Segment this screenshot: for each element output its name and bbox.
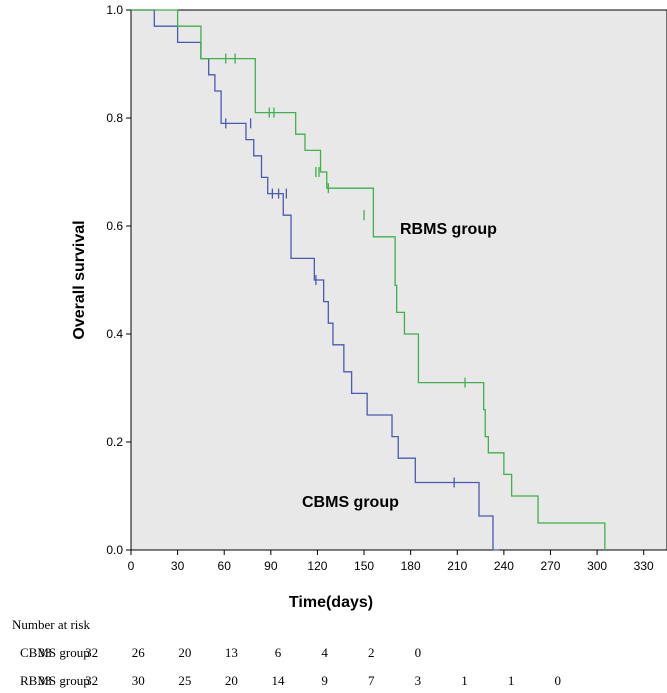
x-tick-label: 90	[264, 559, 278, 573]
y-tick-label: 0.0	[106, 543, 123, 557]
risk-count: 20	[225, 673, 238, 689]
risk-count: 33	[39, 673, 52, 689]
risk-count: 13	[225, 645, 238, 661]
risk-count: 0	[554, 673, 561, 689]
risk-count: 4	[321, 645, 328, 661]
x-tick-label: 30	[171, 559, 185, 573]
risk-count: 7	[368, 673, 375, 689]
y-axis-label: Overall survival	[71, 220, 88, 339]
risk-count: 9	[321, 673, 328, 689]
x-tick-label: 60	[218, 559, 232, 573]
x-tick-label: 330	[634, 559, 654, 573]
risk-row-label: CBMS group	[20, 645, 90, 661]
rbms-group-label: RBMS group	[400, 221, 497, 238]
x-tick-label: 240	[494, 559, 514, 573]
risk-count: 1	[508, 673, 515, 689]
risk-count: 33	[39, 645, 52, 661]
risk-count: 6	[275, 645, 282, 661]
x-tick-label: 300	[587, 559, 607, 573]
y-tick-label: 0.2	[106, 435, 123, 449]
x-tick-label: 0	[128, 559, 135, 573]
risk-count: 32	[85, 645, 98, 661]
y-tick-label: 0.4	[106, 327, 123, 341]
x-tick-label: 150	[354, 559, 374, 573]
risk-row-label: RBMS group	[20, 673, 90, 689]
x-tick-label: 270	[540, 559, 560, 573]
risk-count: 3	[415, 673, 422, 689]
risk-count: 26	[132, 645, 145, 661]
risk-count: 25	[178, 673, 191, 689]
y-tick-label: 0.8	[106, 111, 123, 125]
x-tick-label: 180	[401, 559, 421, 573]
risk-count: 30	[132, 673, 145, 689]
risk-count: 20	[178, 645, 191, 661]
risk-count: 1	[461, 673, 468, 689]
plot-area	[131, 10, 667, 550]
cbms-group-label: CBMS group	[302, 494, 399, 511]
x-tick-label: 210	[447, 559, 467, 573]
risk-count: 14	[272, 673, 285, 689]
y-tick-label: 1.0	[106, 3, 123, 17]
x-tick-label: 120	[307, 559, 327, 573]
risk-count: 0	[415, 645, 422, 661]
y-tick-label: 0.6	[106, 219, 123, 233]
risk-count: 2	[368, 645, 375, 661]
risk-table-title: Number at risk	[12, 617, 90, 633]
risk-count: 32	[85, 673, 98, 689]
x-axis-label: Time(days)	[289, 594, 373, 611]
